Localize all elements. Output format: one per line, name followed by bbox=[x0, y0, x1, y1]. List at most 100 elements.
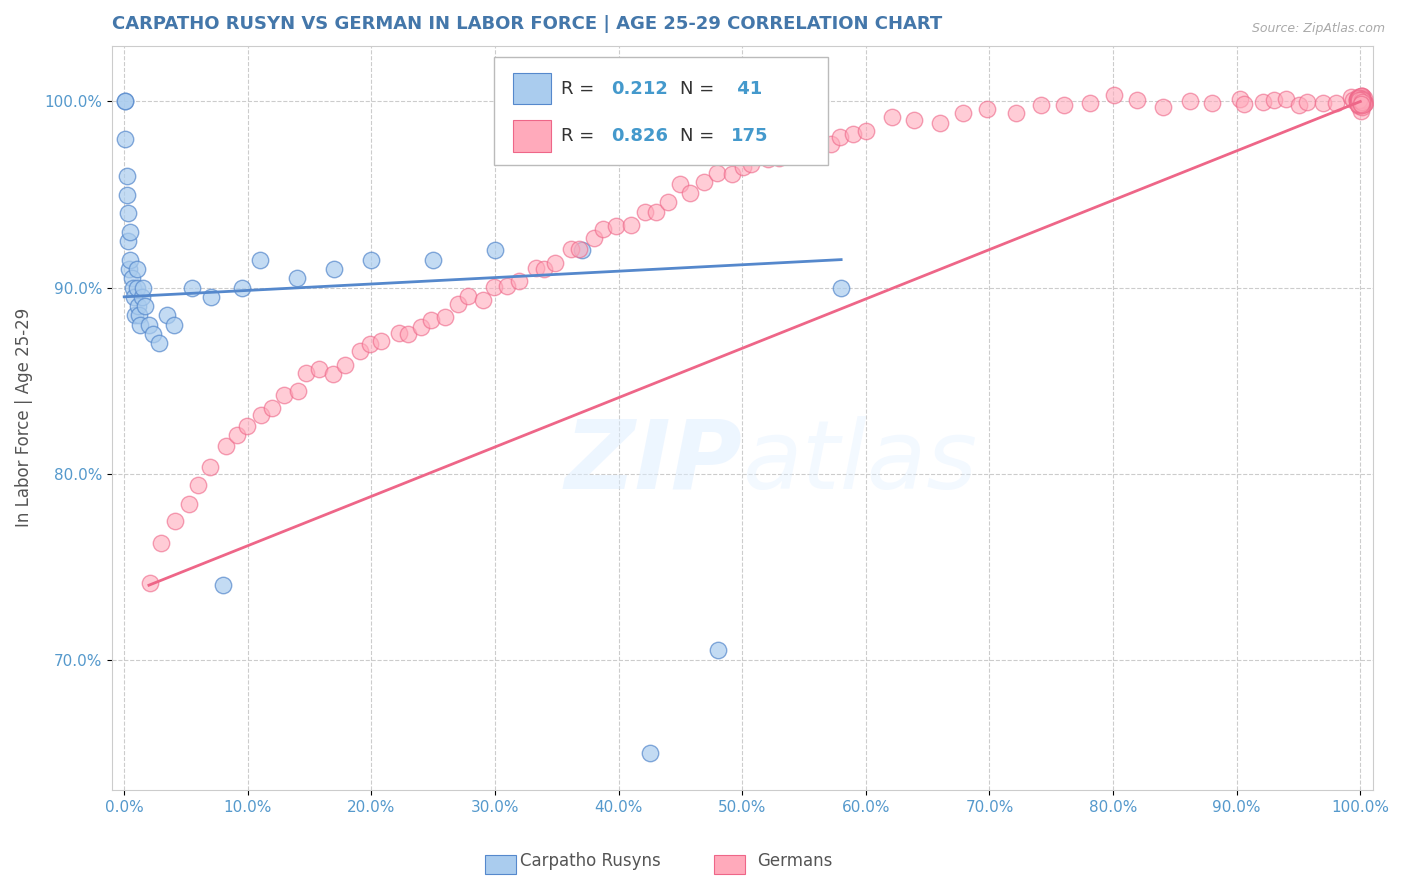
Point bbox=[1351, 95, 1374, 109]
Point bbox=[1347, 91, 1369, 105]
Point bbox=[1348, 93, 1371, 107]
Point bbox=[1152, 100, 1174, 114]
Bar bbox=[714, 855, 745, 874]
Point bbox=[1350, 97, 1372, 112]
Text: R =: R = bbox=[561, 79, 600, 98]
Point bbox=[1078, 96, 1101, 111]
Point bbox=[121, 280, 143, 294]
Point bbox=[1350, 95, 1372, 109]
Point bbox=[1350, 93, 1372, 107]
Point bbox=[1350, 95, 1372, 109]
Point bbox=[1350, 91, 1372, 105]
Point bbox=[114, 95, 136, 109]
Point bbox=[679, 186, 702, 200]
Point bbox=[433, 310, 456, 324]
Point bbox=[177, 497, 200, 511]
Point bbox=[333, 358, 356, 372]
Point bbox=[359, 337, 381, 351]
Point bbox=[388, 326, 411, 340]
Point bbox=[142, 326, 165, 341]
Point bbox=[828, 129, 851, 144]
Point bbox=[200, 459, 222, 474]
Point bbox=[1324, 96, 1347, 111]
Point bbox=[1251, 95, 1274, 109]
Point bbox=[114, 95, 136, 109]
Point bbox=[721, 167, 744, 181]
Point bbox=[308, 362, 330, 376]
Point bbox=[1351, 88, 1374, 103]
Point bbox=[1347, 93, 1369, 107]
Point bbox=[1350, 88, 1372, 103]
Point bbox=[1288, 98, 1310, 112]
Point bbox=[134, 299, 156, 313]
Point bbox=[495, 279, 517, 293]
Point bbox=[1347, 94, 1369, 108]
Point bbox=[121, 271, 143, 285]
Point bbox=[952, 105, 974, 120]
FancyBboxPatch shape bbox=[494, 57, 828, 165]
Point bbox=[1353, 96, 1375, 111]
Point bbox=[419, 312, 441, 326]
Point bbox=[249, 252, 271, 267]
Point bbox=[1347, 95, 1369, 109]
Point bbox=[657, 195, 679, 210]
Point bbox=[250, 409, 273, 423]
Point bbox=[1351, 88, 1374, 103]
Point bbox=[1348, 92, 1371, 106]
Point bbox=[482, 280, 505, 294]
Point bbox=[807, 125, 830, 139]
Point bbox=[1178, 94, 1201, 108]
Point bbox=[1347, 92, 1369, 106]
Text: 41: 41 bbox=[731, 79, 762, 98]
Bar bbox=[513, 73, 551, 104]
Point bbox=[215, 439, 238, 453]
Point bbox=[484, 244, 506, 258]
Point bbox=[1296, 95, 1319, 110]
Point bbox=[1350, 94, 1372, 108]
Point bbox=[1348, 92, 1371, 106]
Point bbox=[1353, 95, 1375, 110]
Text: Carpatho Rusyns: Carpatho Rusyns bbox=[520, 852, 661, 870]
Y-axis label: In Labor Force | Age 25-29: In Labor Force | Age 25-29 bbox=[15, 308, 32, 527]
Point bbox=[620, 218, 643, 232]
Point bbox=[583, 231, 606, 245]
Point bbox=[1347, 92, 1369, 106]
Point bbox=[1351, 94, 1374, 108]
Point bbox=[693, 175, 716, 189]
Point bbox=[1052, 98, 1074, 112]
Point bbox=[128, 309, 150, 323]
Point bbox=[768, 151, 790, 165]
Point bbox=[1347, 92, 1369, 106]
Point bbox=[396, 327, 419, 342]
Point bbox=[1351, 93, 1374, 107]
Point bbox=[1353, 96, 1375, 111]
Point bbox=[156, 309, 179, 323]
Point bbox=[706, 643, 728, 657]
Text: 0.826: 0.826 bbox=[612, 127, 668, 145]
Point bbox=[1347, 92, 1369, 106]
Point bbox=[1350, 98, 1372, 112]
Text: CARPATHO RUSYN VS GERMAN IN LABOR FORCE | AGE 25-29 CORRELATION CHART: CARPATHO RUSYN VS GERMAN IN LABOR FORCE … bbox=[112, 15, 942, 33]
Point bbox=[1347, 93, 1369, 107]
Point bbox=[1348, 96, 1371, 111]
Point bbox=[1102, 88, 1125, 103]
Point bbox=[472, 293, 495, 308]
Point bbox=[1125, 93, 1147, 107]
Point bbox=[129, 318, 152, 332]
Point bbox=[1351, 92, 1374, 106]
Bar bbox=[485, 855, 516, 874]
Point bbox=[118, 261, 141, 276]
Point bbox=[132, 280, 155, 294]
Point bbox=[1350, 97, 1372, 112]
Point bbox=[638, 746, 661, 760]
Point bbox=[669, 177, 692, 191]
Bar bbox=[513, 120, 551, 152]
Point bbox=[115, 169, 138, 183]
Point bbox=[1354, 95, 1376, 110]
Point bbox=[560, 243, 582, 257]
Point bbox=[125, 261, 148, 276]
Point bbox=[1350, 95, 1372, 109]
Point bbox=[1350, 95, 1372, 110]
Point bbox=[1233, 96, 1256, 111]
Point bbox=[1350, 94, 1372, 108]
